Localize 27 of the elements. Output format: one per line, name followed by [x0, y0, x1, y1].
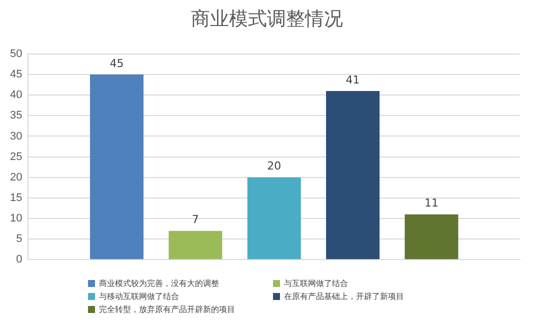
bar — [247, 177, 301, 260]
y-tick-label: 50 — [10, 48, 22, 60]
legend-label: 商业模式较为完善，没有大的调整 — [99, 278, 219, 289]
y-tick-label: 45 — [10, 68, 22, 81]
data-label: 45 — [110, 56, 124, 70]
data-label: 7 — [192, 213, 199, 226]
y-tick-label: 10 — [10, 212, 22, 225]
legend-label: 完全转型，放弃原有产品开辟新的项目 — [99, 304, 235, 315]
legend-label: 与移动互联网做了结合 — [99, 291, 179, 302]
y-tick-label: 30 — [10, 130, 22, 142]
legend-label: 与互联网做了结合 — [284, 278, 348, 289]
data-label: 41 — [346, 73, 360, 86]
y-tick-label: 0 — [16, 254, 22, 266]
data-label: 20 — [267, 160, 282, 173]
y-tick-label: 25 — [10, 150, 22, 163]
bar — [90, 74, 144, 260]
y-tick-label: 40 — [10, 89, 22, 102]
y-tick-label: 15 — [10, 192, 22, 204]
bar — [404, 214, 458, 260]
y-tick-label: 5 — [16, 233, 22, 246]
chart-title: 商业模式调整情况 — [190, 7, 344, 32]
y-tick-label: 35 — [10, 110, 22, 122]
y-tick-label: 20 — [10, 171, 22, 184]
bar — [168, 230, 222, 260]
bar — [326, 91, 380, 260]
data-label: 11 — [424, 196, 438, 210]
legend-label: 在原有产品基础上，开辟了新项目 — [284, 291, 404, 302]
